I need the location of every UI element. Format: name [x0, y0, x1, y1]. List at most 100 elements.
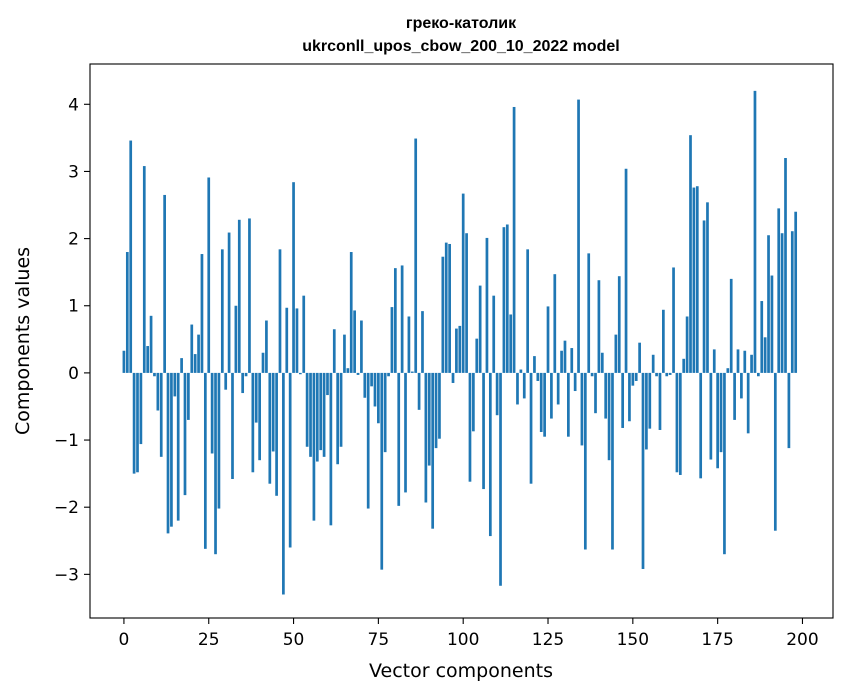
bars-layer [122, 90, 798, 595]
bar [254, 372, 258, 423]
bar [400, 265, 404, 373]
bar [265, 320, 268, 373]
bar [278, 249, 282, 373]
bar [441, 256, 445, 373]
y-tick-label: −1 [54, 431, 79, 451]
bar [390, 307, 394, 373]
bar [190, 324, 194, 373]
bar [631, 372, 635, 386]
bar [706, 202, 709, 373]
y-tick-label: −2 [54, 498, 79, 518]
bar [424, 372, 428, 503]
bar [580, 372, 584, 446]
axes-layer: 0 25 50 75 100 125 150 175 200 −3 −2 −1 0 1 2 3 4 [54, 63, 834, 650]
bar [302, 295, 306, 373]
bar [146, 346, 150, 373]
bar [292, 182, 295, 373]
bar [723, 372, 726, 555]
bar [624, 168, 628, 373]
x-tick-label: 0 [119, 630, 130, 650]
bar [383, 372, 387, 453]
bar [505, 224, 509, 373]
bar [380, 372, 384, 570]
bar [343, 334, 346, 373]
bar [692, 187, 696, 373]
bar [448, 243, 451, 373]
bar [210, 372, 214, 454]
bar [539, 372, 543, 432]
bar [753, 90, 757, 373]
bar [288, 372, 292, 548]
bar [261, 352, 265, 373]
bar [611, 372, 614, 550]
bar [298, 372, 302, 375]
bar [132, 372, 136, 474]
bar [427, 372, 431, 466]
bar [573, 372, 577, 392]
bar [339, 372, 343, 447]
bar [393, 268, 397, 373]
chart-subtitle: ukrconll_upos_cbow_200_10_2022 model [302, 38, 619, 55]
bar [214, 372, 217, 555]
bar [587, 253, 591, 373]
bar [485, 237, 489, 373]
bar [567, 372, 570, 437]
bar [760, 301, 764, 373]
bar [665, 372, 669, 377]
bar [193, 354, 197, 373]
bar [495, 372, 499, 416]
bar [149, 315, 153, 373]
bar [709, 372, 713, 460]
bar [220, 249, 224, 373]
x-tick-label: 100 [447, 630, 479, 650]
bar [461, 193, 465, 373]
bar [773, 372, 777, 531]
y-axis-label: Components values [12, 247, 34, 435]
bar [387, 372, 390, 377]
bar [594, 372, 597, 414]
bar [346, 368, 350, 373]
x-tick-label: 150 [617, 630, 649, 650]
x-tick-label: 200 [786, 630, 818, 650]
bar [468, 372, 472, 482]
bar [529, 372, 533, 484]
bar [672, 267, 675, 373]
bar [499, 372, 502, 586]
bar [546, 306, 550, 373]
bar [740, 372, 743, 399]
y-tick-label: 1 [68, 297, 79, 317]
bar [410, 371, 414, 373]
bar [655, 372, 658, 377]
bar [404, 372, 407, 493]
bar [366, 372, 370, 509]
bar [543, 372, 546, 437]
bar [583, 372, 587, 550]
bar [604, 372, 608, 419]
bar [590, 372, 594, 377]
bar [170, 372, 173, 527]
bar [757, 372, 760, 377]
bar [628, 372, 631, 422]
x-tick-label: 125 [532, 630, 564, 650]
bar [556, 372, 560, 405]
bar [183, 372, 187, 496]
bar [509, 314, 513, 373]
bar [159, 372, 163, 457]
bar [526, 249, 530, 373]
bar [336, 372, 340, 465]
bar [438, 372, 441, 439]
bar [472, 372, 475, 432]
bar [695, 186, 699, 373]
bar [550, 372, 553, 419]
bar [421, 311, 424, 373]
bar [767, 235, 770, 373]
bar [533, 356, 536, 373]
bar [285, 307, 289, 373]
plot-frame [89, 63, 834, 619]
bar [142, 166, 146, 373]
x-tick-label: 75 [368, 630, 390, 650]
bar [166, 372, 170, 534]
bar [234, 305, 238, 373]
bar [434, 372, 438, 449]
